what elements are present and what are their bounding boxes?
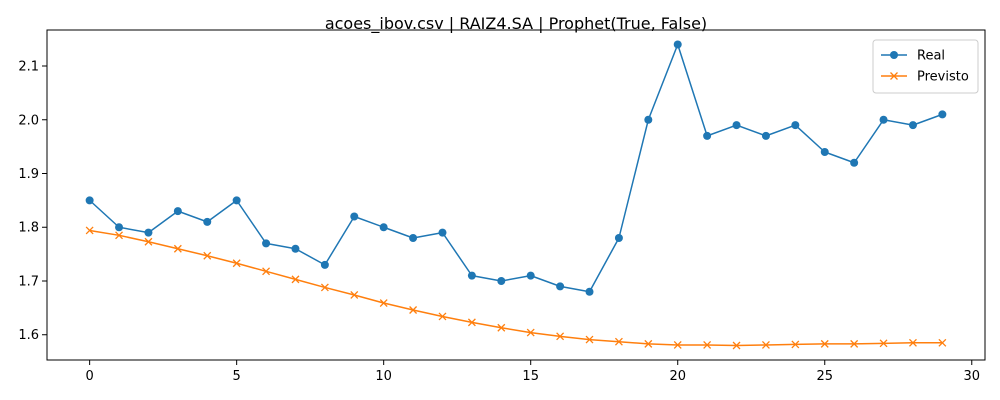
- x-tick-label: 10: [375, 369, 392, 384]
- data-point-real: [144, 228, 153, 237]
- data-point-previsto: [497, 323, 506, 332]
- data-point-real: [585, 287, 594, 296]
- data-point-previsto: [644, 339, 653, 348]
- data-point-previsto: [673, 340, 682, 349]
- data-point-real: [115, 223, 124, 232]
- data-point-real: [262, 239, 271, 248]
- data-point-previsto: [791, 340, 800, 349]
- data-point-real: [379, 223, 388, 232]
- data-point-real: [644, 115, 653, 124]
- data-point-previsto: [820, 339, 829, 348]
- series-line-real: [89, 43, 943, 293]
- data-point-previsto: [556, 332, 565, 341]
- data-point-previsto: [232, 259, 241, 268]
- data-point-real: [938, 110, 947, 119]
- data-point-real: [732, 121, 741, 130]
- data-point-previsto: [350, 291, 359, 299]
- x-tick-label: 0: [85, 369, 93, 384]
- data-point-previsto: [262, 267, 271, 276]
- data-point-previsto: [320, 283, 329, 292]
- data-point-previsto: [85, 226, 94, 235]
- data-point-previsto: [467, 318, 476, 327]
- data-point-previsto: [879, 339, 888, 348]
- y-tick-label: 1.8: [18, 221, 39, 236]
- data-point-previsto: [438, 312, 447, 321]
- y-tick-label: 2.1: [18, 60, 39, 75]
- y-tick-label: 2.0: [18, 113, 39, 128]
- data-point-real: [467, 271, 476, 280]
- x-tick-label: 25: [816, 369, 833, 384]
- data-point-real: [703, 131, 712, 140]
- data-point-real: [791, 121, 800, 130]
- data-point-real: [203, 217, 212, 226]
- data-point-real: [320, 260, 329, 269]
- data-point-previsto: [761, 340, 770, 349]
- data-point-real: [291, 244, 300, 253]
- data-point-previsto: [526, 328, 535, 337]
- data-point-real: [232, 196, 241, 205]
- data-point-previsto: [379, 299, 388, 307]
- legend-label-real: Real: [917, 49, 945, 64]
- x-tick-label: 15: [522, 369, 539, 384]
- series-line-previsto: [89, 229, 943, 347]
- data-point-real: [820, 148, 829, 157]
- data-point-previsto: [203, 251, 212, 260]
- legend-marker-previsto: [890, 72, 898, 80]
- data-point-previsto: [614, 337, 623, 346]
- x-tick-label: 30: [963, 369, 980, 384]
- legend-label-previsto: Previsto: [917, 70, 969, 85]
- data-point-previsto: [585, 335, 594, 344]
- x-tick-label: 20: [669, 369, 686, 384]
- y-tick-label: 1.7: [18, 274, 39, 289]
- chart-title: acoes_ibov.csv | RAIZ4.SA | Prophet(True…: [325, 14, 707, 34]
- data-point-real: [438, 228, 447, 237]
- data-point-real: [673, 40, 682, 49]
- legend: Real Previsto: [872, 39, 979, 94]
- legend-box: [872, 39, 979, 94]
- data-point-real: [350, 212, 359, 221]
- data-point-real: [556, 282, 565, 291]
- x-tick-label: 5: [233, 369, 241, 384]
- y-tick-label: 1.9: [18, 167, 39, 182]
- data-point-previsto: [115, 231, 124, 240]
- data-point-real: [908, 121, 917, 130]
- data-point-real: [850, 158, 859, 167]
- data-point-real: [497, 276, 506, 285]
- y-tick-label: 1.6: [18, 328, 39, 343]
- data-point-previsto: [409, 306, 418, 314]
- data-point-real: [85, 196, 94, 205]
- legend-marker-real: [890, 51, 898, 59]
- data-point-real: [173, 207, 182, 216]
- data-point-previsto: [291, 275, 300, 284]
- plot-frame: [46, 29, 986, 361]
- data-point-previsto: [850, 339, 859, 348]
- data-point-real: [761, 131, 770, 140]
- data-point-previsto: [703, 340, 712, 349]
- data-point-real: [879, 115, 888, 124]
- data-point-real: [409, 233, 418, 242]
- axis-ticks: 0 5 10 15 20 25 30 1.6 1.7 1.8 1.9 2.0 2.1: [18, 60, 980, 384]
- data-point-previsto: [908, 338, 917, 347]
- data-point-real: [526, 271, 535, 280]
- data-point-previsto: [732, 341, 741, 350]
- series-group: [85, 40, 947, 350]
- data-point-previsto: [144, 237, 153, 246]
- data-point-previsto: [938, 338, 947, 347]
- data-point-real: [614, 233, 623, 242]
- data-point-previsto: [173, 244, 182, 253]
